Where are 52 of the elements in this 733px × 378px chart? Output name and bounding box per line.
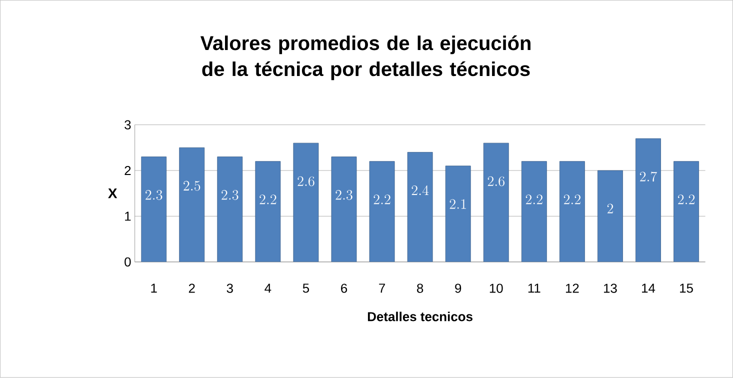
y-tick-label: 2 bbox=[124, 166, 131, 176]
bar bbox=[598, 170, 623, 262]
data-label: 2. 1 bbox=[450, 199, 466, 209]
bar bbox=[293, 143, 319, 262]
x-tick-label: 5 bbox=[302, 284, 310, 293]
bar bbox=[217, 156, 243, 262]
x-tick-label: 6 bbox=[341, 284, 348, 294]
x-tick-label: 3 bbox=[226, 284, 233, 294]
bar bbox=[331, 156, 357, 262]
data-label: 2.7 bbox=[640, 172, 658, 182]
y-tick-label: 0 bbox=[124, 257, 131, 267]
y-tick-label: 3 bbox=[124, 120, 131, 130]
data-label: 2.2 bbox=[260, 194, 276, 204]
data-label: 2 bbox=[607, 204, 614, 214]
bar bbox=[636, 138, 661, 262]
data-label: 2.3 bbox=[146, 190, 162, 200]
x-tick-label: 15 bbox=[680, 284, 693, 293]
data-label: 2.3 bbox=[336, 190, 352, 200]
data-label: 2.6 bbox=[298, 176, 314, 186]
chart-title: Valores promedios de la ejecución de la técnica por detalles técnicos bbox=[200, 36, 530, 80]
bar bbox=[521, 161, 547, 262]
x-tick-label: 12 bbox=[566, 284, 579, 293]
data-label: 2.2 bbox=[374, 194, 390, 204]
data-label: 2.2 bbox=[678, 194, 695, 204]
bar bbox=[483, 143, 509, 262]
x-tick-label: 1 bbox=[151, 284, 157, 293]
data-label: 2.2 bbox=[526, 194, 542, 204]
x-tick-label: 9 bbox=[455, 284, 462, 294]
data-label: 2.2 bbox=[564, 194, 580, 204]
x-tick-label: 13 bbox=[604, 284, 617, 294]
bar bbox=[674, 161, 699, 262]
data-label: 2.5 bbox=[184, 181, 200, 191]
y-tick-label: 1 bbox=[125, 212, 131, 221]
bar bbox=[369, 161, 395, 262]
y-axis-title: X bbox=[108, 188, 118, 198]
x-tick-label: 8 bbox=[417, 284, 424, 294]
x-tick-label: 11 bbox=[528, 284, 540, 293]
x-tick-label: 4 bbox=[264, 284, 272, 293]
bar bbox=[141, 156, 167, 262]
x-tick-label: 2 bbox=[188, 284, 195, 293]
bar bbox=[179, 148, 205, 262]
bar bbox=[407, 152, 433, 262]
x-tick-label: 10 bbox=[490, 284, 503, 294]
bar bbox=[255, 161, 281, 262]
x-tick-label: 7 bbox=[379, 284, 385, 293]
data-label: 2.4 bbox=[412, 185, 429, 196]
bar bbox=[445, 166, 471, 262]
data-label: 2.6 bbox=[488, 176, 504, 186]
bar bbox=[559, 161, 585, 262]
x-tick-label: 14 bbox=[642, 284, 656, 293]
x-axis-title: Detalles tecnicos bbox=[368, 312, 472, 322]
data-label: 2.3 bbox=[222, 190, 238, 200]
